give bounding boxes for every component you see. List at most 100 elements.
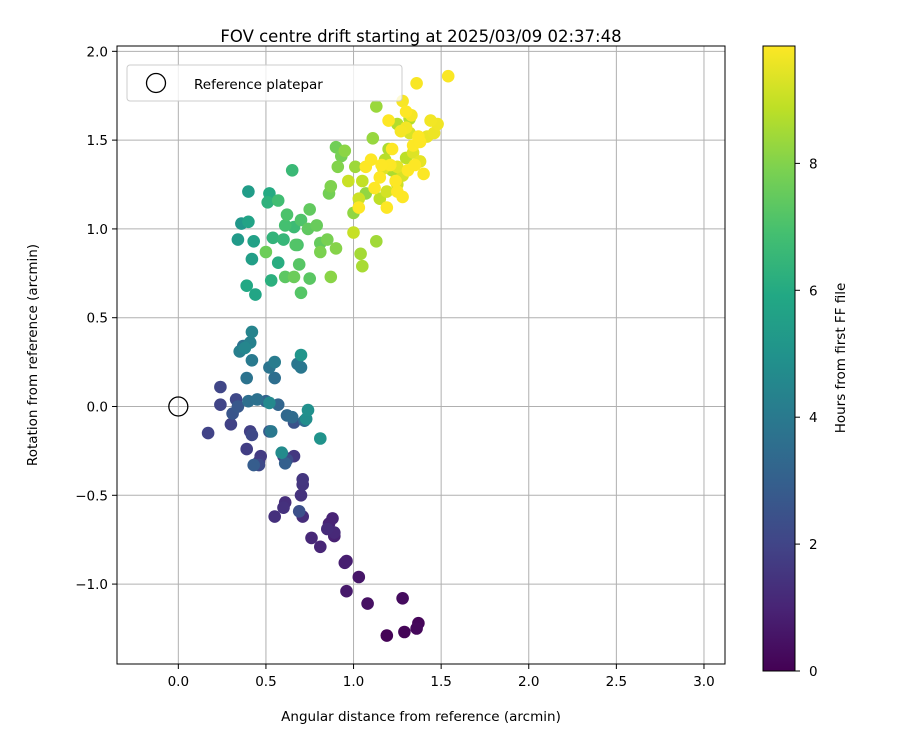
data-point	[294, 361, 308, 374]
data-point	[370, 100, 383, 113]
data-point	[201, 426, 215, 440]
data-point	[250, 393, 264, 406]
data-point	[231, 233, 245, 246]
data-point	[285, 164, 299, 177]
data-point	[245, 325, 259, 339]
data-point	[410, 622, 423, 635]
data-point	[356, 259, 369, 273]
data-point	[410, 77, 423, 90]
colorbar-ticks: 0 2 4 6 8	[795, 156, 818, 680]
data-point	[245, 252, 259, 266]
data-point	[394, 124, 408, 138]
colorbar-tick-label: 6	[809, 283, 818, 299]
data-point	[366, 132, 380, 145]
data-point	[214, 398, 227, 412]
data-point	[303, 203, 317, 216]
data-point	[280, 208, 294, 221]
data-point	[278, 270, 292, 284]
data-point	[245, 428, 259, 442]
plot-frame	[116, 45, 726, 665]
x-tick-label: 2.0	[518, 674, 539, 690]
legend-box	[126, 64, 403, 102]
data-point	[380, 201, 394, 214]
data-point	[364, 153, 378, 166]
data-point	[368, 181, 381, 195]
data-point	[275, 446, 289, 460]
x-axis: 0.0 0.5 1.0 1.5 2.0 2.5 3.0	[168, 664, 715, 690]
x-tick-label: 3.0	[693, 674, 714, 690]
data-point	[238, 341, 252, 355]
data-point	[389, 174, 402, 188]
data-point	[352, 192, 366, 205]
colorbar-gradient	[762, 45, 796, 672]
data-point	[305, 531, 318, 545]
colorbar-tick-label: 0	[809, 664, 818, 680]
x-tick-label: 0.0	[168, 674, 189, 690]
data-point	[321, 522, 334, 536]
y-tick-label: 0.5	[87, 311, 108, 327]
x-tick-label: 2.5	[606, 674, 627, 690]
data-point	[294, 286, 308, 300]
y-tick-label: 1.5	[87, 133, 108, 149]
colorbar-tick-label: 4	[809, 410, 818, 426]
x-tick-label: 1.5	[430, 674, 451, 690]
data-points	[201, 69, 455, 642]
data-point	[424, 114, 437, 127]
data-point	[231, 400, 245, 413]
data-point	[384, 158, 397, 172]
colorbar-label: Hours from first FF file	[833, 283, 849, 434]
data-point	[271, 256, 285, 270]
data-point	[310, 219, 324, 232]
data-point	[224, 418, 238, 431]
data-point	[349, 160, 362, 174]
data-point	[441, 69, 455, 83]
data-point	[338, 144, 352, 158]
data-point	[263, 396, 276, 410]
data-point	[294, 489, 308, 502]
y-tick-label: 0.0	[87, 400, 108, 416]
reference-platepar-marker	[168, 396, 189, 417]
legend-label: Reference platepar	[194, 77, 323, 93]
y-axis: −1.0 −0.5 0.0 0.5 1.0 1.5 2.0	[75, 44, 117, 593]
data-point	[412, 130, 425, 143]
data-point	[287, 270, 301, 284]
data-point	[261, 196, 275, 209]
data-point	[296, 473, 310, 486]
data-point	[268, 510, 282, 523]
data-point	[354, 247, 367, 261]
data-point	[329, 242, 343, 255]
data-point	[247, 458, 260, 472]
data-point	[338, 556, 352, 570]
data-point	[385, 142, 399, 156]
data-point	[247, 235, 260, 248]
y-tick-label: 1.0	[87, 222, 108, 238]
data-point	[347, 226, 360, 239]
data-point	[268, 355, 282, 369]
data-point	[301, 403, 315, 417]
data-point	[242, 215, 255, 229]
x-tick-label: 0.5	[255, 674, 276, 690]
data-point	[268, 371, 282, 385]
legend-marker	[145, 72, 167, 94]
data-point	[240, 279, 253, 293]
colorbar-tick-label: 2	[809, 537, 818, 553]
data-point	[340, 584, 353, 598]
data-point	[278, 219, 292, 232]
data-point	[324, 270, 338, 284]
data-point	[380, 185, 394, 198]
data-point	[370, 235, 383, 248]
data-point	[314, 540, 327, 554]
data-point	[417, 167, 430, 181]
data-point	[277, 501, 290, 514]
legend: Reference platepar	[126, 64, 403, 102]
data-point	[245, 354, 259, 367]
data-point	[375, 158, 388, 172]
data-point	[277, 233, 290, 246]
y-tick-label: −1.0	[75, 577, 108, 593]
data-point	[214, 380, 227, 394]
data-point	[271, 194, 285, 207]
data-point	[303, 272, 317, 285]
data-point	[361, 597, 374, 610]
data-point	[331, 160, 345, 174]
